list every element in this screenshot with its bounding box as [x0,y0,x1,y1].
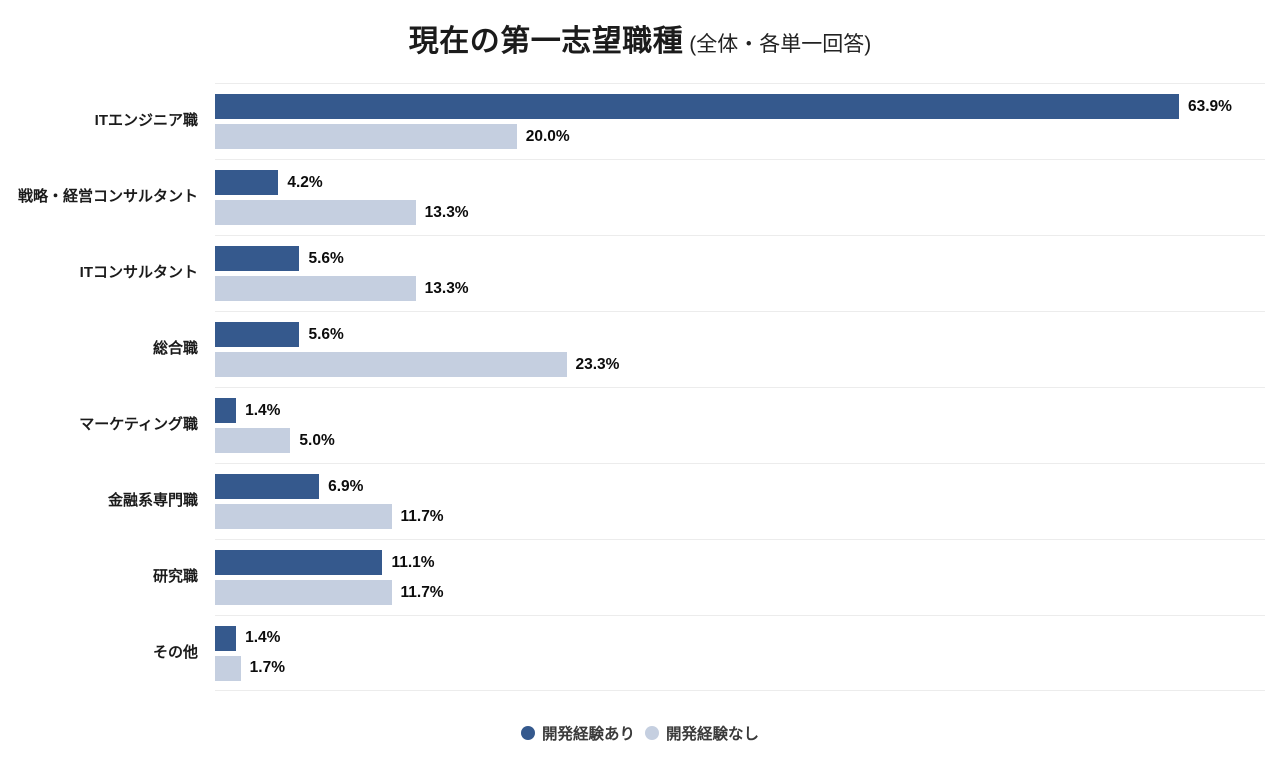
legend-item: 開発経験なし [645,722,759,744]
bar-line: 20.0% [215,124,1265,149]
value-label: 1.7% [249,659,285,676]
bar-line: 5.0% [215,428,1265,453]
value-label: 6.9% [328,477,364,495]
bar-group: 1.4% 5.0% [215,387,1265,463]
category-label: その他 [152,643,198,661]
bar-line: 11.1% [215,550,1265,575]
bar-series-1 [215,322,300,347]
value-label: 20.0% [525,127,570,145]
bar-series-1 [215,246,300,271]
bar-series-1 [215,550,383,575]
value-label: 11.7% [400,583,444,601]
bar-series-2 [215,580,392,605]
bar-line: 1.7% [215,655,1265,681]
bar-line: 5.6% [215,246,1265,271]
bar-line: 6.9% [215,474,1265,499]
bar-group: 63.9% 20.0% [215,83,1265,159]
bar-group: 6.9% 11.7% [215,463,1265,539]
value-label: 4.2% [287,173,323,191]
value-label: 63.9% [1188,97,1232,115]
chart-row: 戦略・経営コンサルタント 4.2% 13.3% [0,159,1265,235]
chart-title: 現在の第一志望職種 [408,25,684,58]
bar-line: 1.4% [215,625,1265,651]
value-label: 11.1% [391,553,435,571]
bar-line: 1.4% [215,398,1265,423]
category-label: ITエンジニア職 [94,111,198,129]
value-label: 13.3% [424,279,469,297]
value-label: 23.3% [575,355,620,373]
bar-series-2 [215,124,517,149]
legend-label: 開発経験なし [666,726,760,743]
bar-series-1 [215,170,279,195]
category-label: 総合職 [152,339,198,357]
value-label: 5.0% [299,431,335,449]
bar-series-2 [215,352,567,377]
category-label: 金融系専門職 [107,491,198,509]
chart-title-block: 現在の第一志望職種 (全体・各単一回答) [0,0,1280,60]
bar-group: 5.6% 23.3% [215,311,1265,387]
value-label: 5.6% [308,325,344,343]
bar-group: 1.4% 1.7% [215,615,1265,691]
category-label: 研究職 [152,567,198,585]
legend: 開発経験あり 開発経験なし [0,722,1280,744]
bar-line: 13.3% [215,276,1265,301]
category-label: ITコンサルタント [79,263,198,281]
legend-item: 開発経験あり [520,722,635,744]
legend-label: 開発経験あり [541,726,635,743]
value-label: 5.6% [308,249,344,267]
bar-series-1 [215,398,237,423]
bar-line: 63.9% [215,94,1265,119]
bar-group: 11.1% 11.7% [215,539,1265,615]
chart-subtitle: (全体・各単一回答) [689,33,872,56]
value-label: 13.3% [424,203,469,221]
bar-line: 11.7% [215,580,1265,605]
value-label: 1.4% [245,401,281,419]
bar-series-1 [215,94,1179,119]
chart-row: その他 1.4% 1.7% [0,615,1265,691]
chart-row: 総合職 5.6% 23.3% [0,311,1265,387]
bar-group: 4.2% 13.3% [215,159,1265,235]
chart-row: 金融系専門職 6.9% 11.7% [0,463,1265,539]
bar-line: 13.3% [215,200,1265,225]
chart-row: ITエンジニア職 63.9% 20.0% [0,83,1265,159]
bar-series-1 [215,474,320,499]
bar-series-2 [215,655,241,681]
bar-series-1 [215,625,237,651]
bar-series-2 [215,200,416,225]
legend-dot-icon [520,726,535,740]
value-label: 1.4% [245,629,281,646]
category-label: 戦略・経営コンサルタント [17,187,198,205]
category-label: マーケティング職 [79,415,198,433]
chart-row: 研究職 11.1% 11.7% [0,539,1265,615]
bar-series-2 [215,428,291,453]
value-label: 11.7% [400,507,444,525]
bar-line: 23.3% [215,352,1265,377]
chart-row: マーケティング職 1.4% 5.0% [0,387,1265,463]
chart-rows: ITエンジニア職 63.9% 20.0% 戦略・経営コンサルタント 4.2% 13.3% I… [0,83,1265,691]
bar-series-2 [215,504,392,529]
bar-chart: ITエンジニア職 63.9% 20.0% 戦略・経営コンサルタント 4.2% 13.3% I… [0,83,1280,691]
bar-group: 5.6% 13.3% [215,235,1265,311]
legend-dot-icon [645,726,659,740]
bar-line: 5.6% [215,322,1265,347]
bar-line: 4.2% [215,170,1265,195]
chart-row: ITコンサルタント 5.6% 13.3% [0,235,1265,311]
bar-line: 11.7% [215,504,1265,529]
bar-series-2 [215,276,416,301]
